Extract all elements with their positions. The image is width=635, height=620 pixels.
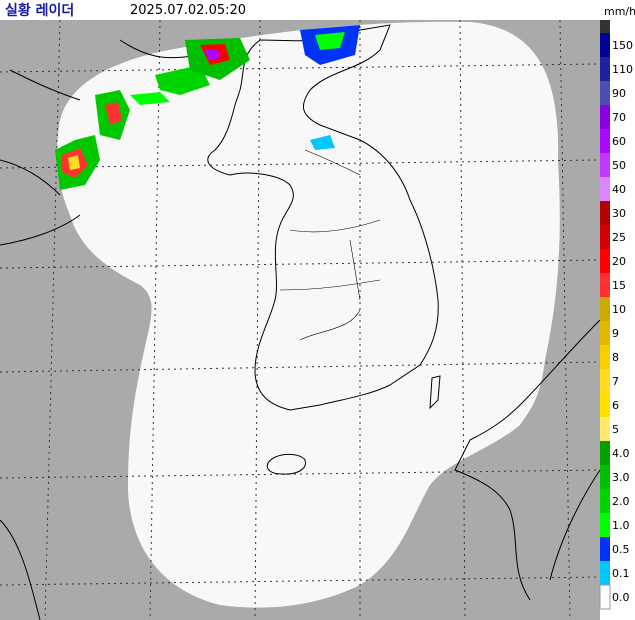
legend-swatch — [600, 513, 610, 537]
legend-swatch — [600, 393, 610, 417]
coastlines — [0, 24, 601, 620]
legend-swatch — [600, 321, 610, 345]
legend-label: 3.0 — [612, 471, 630, 484]
legend-swatch — [600, 177, 610, 201]
legend-swatch — [600, 441, 610, 465]
legend-label: 0.5 — [612, 543, 630, 556]
legend-label: 40 — [612, 183, 626, 196]
legend-label: 60 — [612, 135, 626, 148]
legend-label: 6 — [612, 399, 619, 412]
legend-label: 90 — [612, 87, 626, 100]
legend-swatch — [599, 584, 611, 610]
legend-label: 20 — [612, 255, 626, 268]
legend-swatch — [600, 249, 610, 273]
legend-swatch — [600, 537, 610, 561]
legend-swatch — [600, 465, 610, 489]
grid — [0, 19, 601, 620]
coverage — [57, 21, 560, 608]
map — [0, 19, 601, 620]
legend-label: 4.0 — [612, 447, 630, 460]
title: 실황 레이더 — [5, 2, 74, 19]
legend-label: 110 — [612, 63, 633, 76]
legend-top — [600, 20, 610, 34]
legend-swatch — [600, 273, 610, 297]
legend: 150 110 90 70 60 50 40 30 25 20 15 10 9 8 7 6 5 4.0 3.0 2.0… — [599, 33, 633, 610]
legend-label: 10 — [612, 303, 626, 316]
legend-swatch — [600, 105, 610, 129]
legend-swatch — [600, 561, 610, 585]
legend-label: 2.0 — [612, 495, 630, 508]
precipitation — [55, 25, 360, 190]
legend-swatch — [600, 153, 610, 177]
legend-swatch — [600, 57, 610, 81]
legend-label: 0.1 — [612, 567, 630, 580]
legend-swatch — [600, 345, 610, 369]
legend-swatch — [600, 225, 610, 249]
legend-swatch — [600, 33, 610, 57]
legend-label: 7 — [612, 375, 619, 388]
legend-swatch — [600, 81, 610, 105]
legend-swatch — [600, 369, 610, 393]
legend-label: 9 — [612, 327, 619, 340]
legend-swatch — [600, 201, 610, 225]
legend-swatch — [600, 417, 610, 441]
legend-swatch — [600, 489, 610, 513]
legend-label: 5 — [612, 423, 619, 436]
boundaries — [279, 149, 381, 341]
header-bar — [0, 0, 635, 20]
legend-label: 0.0 — [612, 591, 630, 604]
legend-label: 70 — [612, 111, 626, 124]
legend-label: 50 — [612, 159, 626, 172]
legend-label: 25 — [612, 231, 626, 244]
legend-swatch — [600, 297, 610, 321]
legend-label: 8 — [612, 351, 619, 364]
timestamp: 2025.07.02.05:20 — [130, 3, 246, 18]
unit: mm/h — [604, 5, 635, 18]
legend-swatch — [600, 129, 610, 153]
legend-label: 30 — [612, 207, 626, 220]
legend-label: 15 — [612, 279, 626, 292]
legend-label: 150 — [612, 39, 633, 52]
legend-label: 1.0 — [612, 519, 630, 532]
